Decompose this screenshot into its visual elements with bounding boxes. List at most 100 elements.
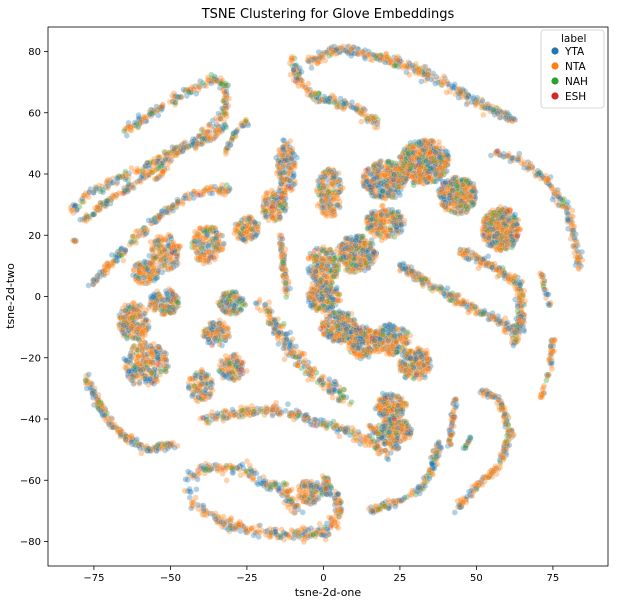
data-point-yta: [406, 156, 413, 163]
data-point-yta: [417, 140, 424, 147]
data-point-nta: [390, 351, 397, 358]
data-point-nta: [467, 193, 474, 201]
data-point-nta: [384, 212, 391, 220]
data-point-yta: [405, 150, 412, 157]
data-point-yta: [363, 178, 370, 185]
data-point-nta: [276, 216, 283, 223]
data-point-esh: [413, 168, 420, 175]
data-point-nta: [339, 316, 346, 323]
data-point-nta: [381, 171, 389, 179]
data-point-nta: [383, 231, 390, 239]
data-point-nta: [206, 255, 213, 262]
data-point-nta: [419, 146, 426, 153]
data-point-nta: [410, 174, 417, 181]
data-point-nta: [416, 156, 423, 163]
data-point-yta: [431, 153, 438, 160]
data-point-nta: [169, 288, 176, 295]
data-point-yta: [367, 216, 374, 224]
data-point-nta: [334, 322, 341, 329]
data-point-nah: [424, 174, 431, 181]
data-point-yta: [415, 151, 422, 158]
data-point-yta: [331, 262, 338, 270]
data-point-nta: [384, 164, 391, 171]
data-point-nta: [424, 157, 432, 164]
data-point-nta: [442, 153, 449, 160]
data-point-nta: [416, 176, 424, 183]
data-point-nta: [439, 167, 447, 174]
data-point-nta: [401, 148, 408, 155]
data-point-yta: [385, 189, 392, 197]
data-point-nta: [410, 147, 417, 155]
data-point-nta: [405, 144, 412, 151]
data-point-yta: [415, 348, 422, 355]
data-point-nah: [425, 152, 432, 160]
data-point-nta: [432, 154, 439, 161]
data-point-nta: [397, 166, 404, 173]
data-point-yta: [405, 422, 412, 429]
data-point-nta: [139, 264, 146, 271]
data-point-nah: [453, 182, 461, 189]
data-point-nta: [490, 212, 497, 219]
data-point-nta: [427, 167, 434, 174]
data-point-nta: [212, 224, 219, 232]
data-point-nta: [161, 252, 168, 259]
data-point-yta: [416, 139, 423, 146]
data-point-nta: [309, 294, 316, 301]
data-point-nta: [397, 167, 404, 174]
data-point-yta: [422, 147, 429, 154]
data-point-yta: [350, 342, 357, 349]
data-point-nta: [397, 367, 404, 374]
data-point-yta: [438, 169, 446, 176]
data-point-nta: [411, 145, 418, 152]
data-point-nta: [439, 151, 447, 158]
data-point-yta: [405, 149, 412, 156]
data-point-nta: [406, 167, 413, 174]
data-point-nta: [496, 241, 503, 248]
data-point-nta: [343, 261, 350, 268]
data-point-nta: [309, 280, 316, 287]
data-point-nta: [424, 149, 432, 156]
data-point-yta: [418, 151, 426, 158]
data-point-yta: [435, 164, 443, 172]
data-point-nah: [359, 233, 367, 240]
data-point-nta: [416, 145, 423, 152]
data-point-yta: [353, 262, 360, 269]
data-point-nta: [395, 183, 403, 190]
data-point-yta: [440, 155, 447, 162]
data-point-yta: [279, 145, 287, 153]
data-point-yta: [428, 167, 435, 174]
data-point-yta: [336, 308, 343, 315]
data-point-nta: [417, 171, 424, 179]
data-point-yta: [414, 170, 421, 178]
data-point-nta: [132, 276, 139, 283]
data-point-nta: [428, 173, 436, 181]
data-point-nta: [335, 297, 342, 304]
data-point-yta: [449, 187, 456, 194]
data-point-yta: [421, 162, 428, 169]
data-point-nah: [316, 185, 323, 192]
data-point-nta: [417, 158, 425, 165]
data-point-nta: [382, 416, 389, 423]
data-point-yta: [398, 221, 405, 228]
data-point-yta: [306, 269, 313, 277]
data-point-nta: [425, 174, 432, 181]
data-point-nta: [414, 177, 421, 184]
data-point-nta: [428, 164, 435, 171]
data-point-yta: [345, 310, 352, 317]
data-point-nta: [218, 246, 226, 253]
data-point-nta: [323, 279, 330, 286]
data-point-nta: [352, 350, 359, 357]
data-point-nta: [486, 232, 493, 240]
data-point-nta: [404, 147, 411, 154]
data-point-nta: [402, 170, 409, 177]
data-point-nta: [426, 138, 433, 145]
data-point-nta: [407, 166, 414, 173]
data-point-nta: [421, 137, 428, 144]
data-point-nta: [399, 163, 406, 171]
data-point-yta: [323, 249, 330, 257]
data-point-yta: [213, 234, 220, 241]
data-point-yta: [422, 141, 429, 148]
data-point-yta: [397, 213, 404, 221]
data-point-yta: [487, 242, 494, 249]
